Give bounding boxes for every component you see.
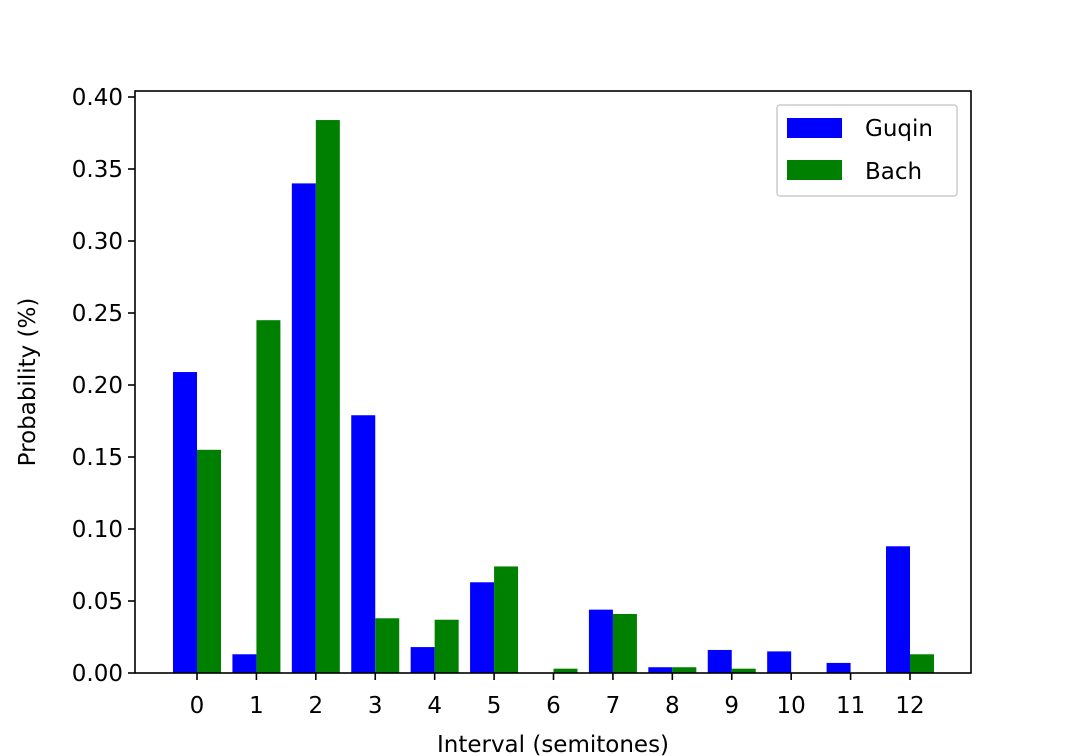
bar-guqin-4 [410, 647, 435, 673]
bar-guqin-9 [707, 649, 732, 673]
x-tick-label: 12 [895, 693, 924, 719]
y-tick-label: 0.00 [72, 661, 123, 687]
x-tick-label: 1 [249, 693, 264, 719]
bar-bach-8 [672, 667, 697, 673]
x-tick-label: 6 [546, 693, 561, 719]
legend: Guqin Bach [776, 104, 958, 197]
x-tick-label: 7 [606, 693, 621, 719]
bar-guqin-11 [826, 662, 851, 673]
bar-guqin-0 [173, 372, 197, 673]
x-tick-label: 2 [309, 693, 324, 719]
x-tick-label: 8 [665, 693, 680, 719]
legend-swatch-guqin [787, 118, 842, 138]
x-tick-label: 10 [777, 693, 806, 719]
x-tick-label: 11 [836, 693, 865, 719]
x-tick-label: 4 [427, 693, 442, 719]
bar-guqin-5 [470, 582, 495, 673]
x-tick-label: 0 [190, 693, 205, 719]
legend-label-guqin: Guqin [865, 116, 933, 142]
bars-group [173, 120, 934, 674]
bar-guqin-2 [291, 183, 316, 673]
x-tick-label: 3 [368, 693, 383, 719]
y-tick-label: 0.10 [72, 517, 123, 543]
bar-bach-6 [553, 668, 578, 673]
bar-guqin-7 [588, 609, 613, 673]
bar-bach-7 [612, 613, 637, 673]
y-tick-label: 0.05 [72, 589, 123, 615]
bar-bach-2 [315, 120, 340, 674]
x-tick-label: 9 [724, 693, 739, 719]
bar-guqin-3 [351, 415, 376, 673]
x-axis-label: Interval (semitones) [437, 732, 669, 756]
x-axis: 0 1 2 3 4 5 6 7 8 9 10 11 12 [190, 673, 925, 719]
bar-guqin-1 [232, 654, 257, 673]
bar-guqin-12 [886, 546, 910, 673]
y-tick-label: 0.20 [72, 373, 123, 399]
y-tick-label: 0.25 [72, 301, 123, 327]
bar-bach-5 [494, 566, 519, 673]
bar-bach-0 [197, 449, 221, 673]
bar-bach-12 [910, 654, 934, 673]
y-tick-label: 0.15 [72, 445, 123, 471]
bar-bach-4 [434, 619, 459, 673]
y-tick-label: 0.40 [72, 85, 123, 111]
bar-bach-3 [375, 618, 400, 673]
bar-guqin-10 [767, 651, 792, 673]
bar-bach-9 [731, 668, 756, 673]
y-tick-label: 0.30 [72, 229, 123, 255]
x-tick-label: 5 [487, 693, 502, 719]
y-axis-label: Probability (%) [15, 298, 41, 467]
legend-label-bach: Bach [865, 159, 922, 185]
y-axis: 0.00 0.05 0.10 0.15 0.20 0.25 0.30 0.35 0.40 [72, 85, 135, 687]
bar-guqin-8 [648, 667, 673, 673]
bar-bach-1 [256, 320, 281, 673]
legend-swatch-bach [787, 160, 842, 180]
y-tick-label: 0.35 [72, 157, 123, 183]
